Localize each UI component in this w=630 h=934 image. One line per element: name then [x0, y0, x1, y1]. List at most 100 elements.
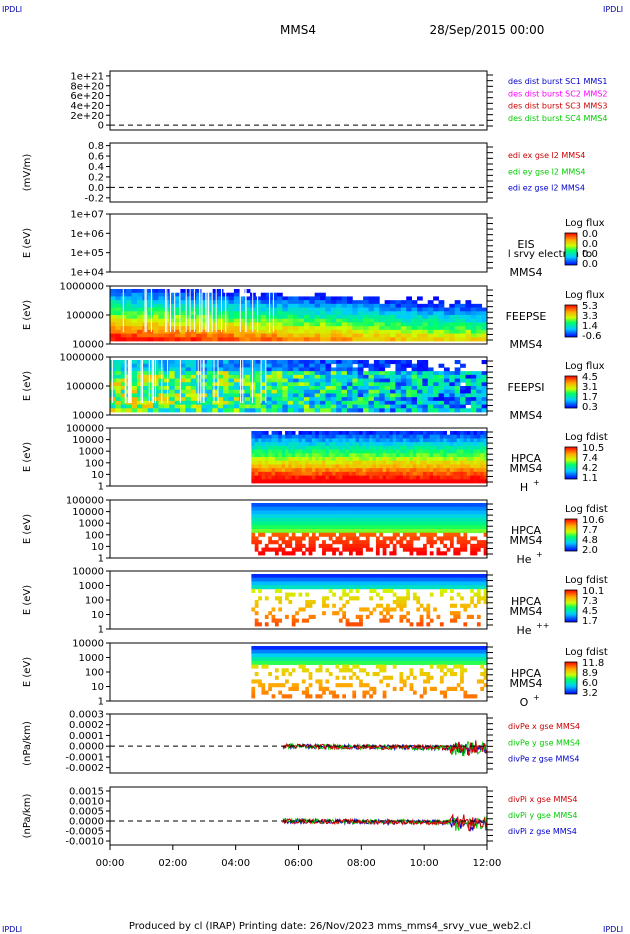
panel-frame-divpi: [109, 786, 488, 846]
ylabel-divpe: (nPa/km): [22, 721, 33, 766]
species-charge-hpca_he: +: [536, 550, 543, 559]
spectrogram-hpca_he: [251, 503, 488, 556]
legend-divpe-2: divPe z gse MMS4: [508, 755, 579, 764]
ytick-label-feepse-2: 10000: [72, 340, 104, 351]
colorbar-tick-eis-1: 0.0: [582, 239, 598, 250]
ytick-label-feepse-0: 1000000: [59, 282, 104, 293]
colorbar-tick-hpca_o-2: 6.0: [582, 678, 598, 689]
ytick-label-hpca_h-5: 1: [98, 482, 104, 493]
ylabel-feepse: E (eV): [22, 300, 33, 330]
ytick-label-feepsi-0: 1000000: [59, 353, 104, 364]
colorbar-hpca_hepp: [564, 589, 578, 623]
colorbar-title-hpca_h: Log fdist: [565, 432, 608, 443]
colorbar-tick-feepse-3: -0.6: [582, 331, 602, 342]
instrument-label-eis: EIS: [517, 238, 534, 251]
ytick-label-eis-3: 1e+04: [70, 268, 104, 279]
species-label-hpca_o: O: [520, 696, 529, 709]
ytick-label-divpe-3: 0.0000: [69, 742, 104, 753]
panel-eis: 1e+07 1e+06 1e+05 1e+04 E (eV) EIS MMS4 l srvy …: [22, 210, 605, 280]
instrument-label-feepse: FEEPSE: [506, 310, 547, 323]
ytick-label-divpe-4: -0.0001: [65, 752, 104, 763]
legend-des-1: des dist burst SC2 MMS2: [508, 89, 607, 98]
spacecraft-title: MMS4: [280, 23, 316, 37]
panel-feepse: 1000000 100000 10000 E (eV) FEEPSE MMS4 Log fl…: [22, 282, 605, 352]
colorbar-tick-hpca_h-3: 1.1: [582, 473, 598, 484]
legend-divpe-1: divPe y gse MMS4: [508, 738, 580, 747]
ytick-label-des-5: 0: [98, 121, 104, 132]
panel-feepsi: 1000000 100000 10000 E (eV) FEEPSI MMS4 Log fl…: [22, 353, 605, 423]
ytick-label-hpca_he-4: 10: [91, 542, 104, 553]
colorbar-tick-eis-0: 0.0: [582, 229, 598, 240]
ytick-label-des-2: 6e+20: [70, 91, 104, 102]
time-tick-label-3: 06:00: [284, 858, 313, 869]
panel-frame-edi: [109, 142, 488, 203]
colorbar-tick-feepse-2: 1.4: [582, 321, 598, 332]
corner-label-top-right: IPDLI: [603, 5, 623, 14]
spectrogram-hpca_hepp: [251, 574, 488, 627]
legend-divpi-1: divPi y gse MMS4: [508, 811, 577, 820]
legend-des-0: des dist burst SC1 MMS1: [508, 77, 607, 86]
ytick-label-divpi-2: 0.0005: [69, 807, 104, 818]
corner-label-bottom-left: IPDLI: [2, 925, 22, 934]
ytick-label-hpca_he-1: 10000: [72, 507, 104, 518]
colorbar-title-hpca_o: Log fdist: [565, 647, 608, 658]
ytick-label-hpca_he-5: 1: [98, 554, 104, 565]
ytick-label-edi-5: -0.2: [84, 193, 104, 204]
ytick-label-hpca_o-2: 100: [85, 668, 104, 679]
panel-edi: 0.80.60.40.20.0-0.2 (mV/m) edi ex gse l2 M…: [22, 141, 586, 204]
instrument-label-feepsi: FEEPSI: [507, 381, 544, 394]
corner-label-bottom-right: IPDLI: [603, 925, 623, 934]
ytick-label-hpca_he-2: 1000: [79, 519, 104, 530]
colorbar-tick-hpca_hepp-3: 1.7: [582, 616, 598, 627]
colorbar-title-hpca_he: Log fdist: [565, 504, 608, 515]
legend-divpi-2: divPi z gse MMS4: [508, 827, 577, 836]
panel-frame-des: [109, 70, 488, 131]
ytick-label-hpca_he-3: 100: [85, 530, 104, 541]
ytick-label-edi-0: 0.8: [88, 141, 104, 152]
ytick-label-hpca_h-0: 100000: [66, 424, 104, 435]
colorbar-tick-hpca_hepp-1: 7.3: [582, 596, 598, 607]
ytick-label-hpca_hepp-1: 1000: [79, 581, 104, 592]
colorbar-tick-feepse-1: 3.3: [582, 311, 598, 322]
instrument-label-hpca_hepp: HPCA: [511, 595, 542, 608]
colorbar-feepsi: [564, 375, 578, 409]
spacecraft-label-feepsi: MMS4: [510, 409, 543, 422]
colorbar-tick-feepsi-0: 4.5: [582, 372, 598, 383]
colorbar-tick-eis-3: 0.0: [582, 259, 598, 270]
colorbar-title-eis: Log flux: [565, 218, 605, 229]
ylabel-divpi: (nPa/km): [22, 794, 33, 839]
ytick-label-eis-2: 1e+05: [70, 248, 104, 259]
instrument-label-hpca_o: HPCA: [511, 667, 542, 680]
colorbar-tick-hpca_o-0: 11.8: [582, 658, 604, 669]
colorbar-tick-hpca_h-2: 4.2: [582, 463, 598, 474]
instrument-label-hpca_h: HPCA: [511, 452, 542, 465]
ytick-label-edi-3: 0.2: [88, 172, 104, 183]
time-tick-label-0: 00:00: [96, 858, 125, 869]
ytick-label-hpca_o-0: 10000: [72, 639, 104, 650]
ytick-label-hpca_o-4: 1: [98, 697, 104, 708]
legend-edi-1: edi ey gse l2 MMS4: [508, 167, 586, 176]
panel-frame-divpe: [109, 713, 488, 774]
panel-frame-hpca_he: [109, 499, 488, 559]
species-label-hpca_he: He: [516, 553, 531, 566]
ytick-label-divpe-0: 0.0003: [69, 710, 104, 721]
colorbar-eis: [564, 232, 578, 266]
ytick-label-hpca_hepp-4: 1: [98, 625, 104, 636]
time-tick-label-5: 10:00: [410, 858, 439, 869]
colorbar-hpca_h: [564, 446, 578, 480]
colorbar-hpca_o: [564, 661, 578, 695]
colorbar-tick-feepsi-2: 1.7: [582, 392, 598, 403]
colorbar-tick-hpca_he-3: 2.0: [582, 545, 598, 556]
species-label-hpca_hepp: He: [516, 624, 531, 637]
ytick-label-divpi-4: -0.0005: [65, 827, 104, 838]
spectrogram-hpca_h: [251, 431, 488, 484]
ytick-label-des-3: 4e+20: [70, 101, 104, 112]
colorbar-tick-hpca_hepp-0: 10.1: [582, 586, 604, 597]
ytick-label-hpca_h-3: 100: [85, 458, 104, 469]
colorbar-tick-hpca_h-1: 7.4: [582, 453, 598, 464]
ytick-label-hpca_h-4: 10: [91, 470, 104, 481]
species-charge-hpca_h: +: [533, 478, 540, 487]
